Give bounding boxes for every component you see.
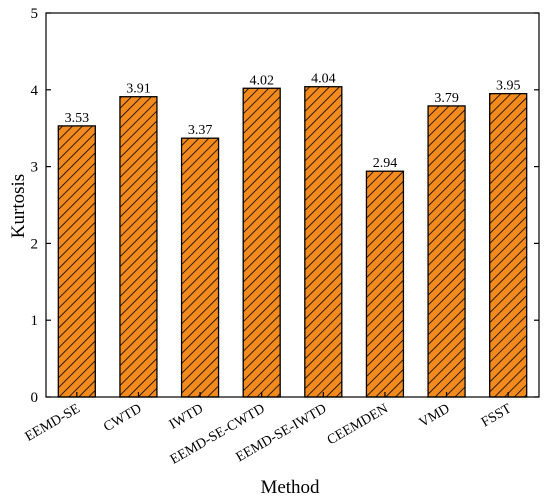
bar-hatch-7 <box>489 92 528 398</box>
data-label-4: 4.04 <box>311 72 336 87</box>
data-label-7: 3.95 <box>496 79 521 94</box>
data-label-2: 3.37 <box>188 123 213 138</box>
data-label-3: 4.02 <box>249 73 274 88</box>
x-tick-label-2: IWTD <box>167 401 206 432</box>
y-tick-label-0: 0 <box>31 390 39 406</box>
x-tick-label-1: CWTD <box>101 401 144 435</box>
bar-hatch-3 <box>242 87 281 398</box>
y-tick-label-2: 2 <box>31 236 39 252</box>
x-tick-label-5: CEEMDEN <box>325 401 391 448</box>
data-label-0: 3.53 <box>65 111 90 126</box>
plot-frame <box>45 12 540 398</box>
bar-hatch-0 <box>57 125 96 398</box>
x-axis-title: Method <box>260 477 320 498</box>
bar-hatch-5 <box>365 170 405 398</box>
bar-hatch-6 <box>427 105 466 398</box>
bar-hatch-4 <box>304 86 343 398</box>
y-tick-label-3: 3 <box>31 160 39 176</box>
y-tick-label-5: 5 <box>31 6 39 22</box>
y-tick-label-1: 1 <box>31 313 39 329</box>
x-tick-label-7: FSST <box>479 401 515 430</box>
y-axis-title: Kurtosis <box>8 174 29 238</box>
data-label-5: 2.94 <box>373 156 398 171</box>
data-label-6: 3.79 <box>434 91 459 106</box>
y-tick-label-4: 4 <box>31 83 39 99</box>
x-tick-label-6: VMD <box>417 401 453 430</box>
data-label-1: 3.91 <box>126 82 151 97</box>
bars-layer <box>57 86 528 398</box>
bar-hatch-2 <box>180 137 220 398</box>
x-tick-label-0: EEMD-SE <box>23 401 83 444</box>
data-labels-layer: 3.53 3.91 3.37 4.02 4.04 2.94 3.79 3.95 <box>65 72 521 171</box>
bar-hatch-1 <box>119 96 158 398</box>
